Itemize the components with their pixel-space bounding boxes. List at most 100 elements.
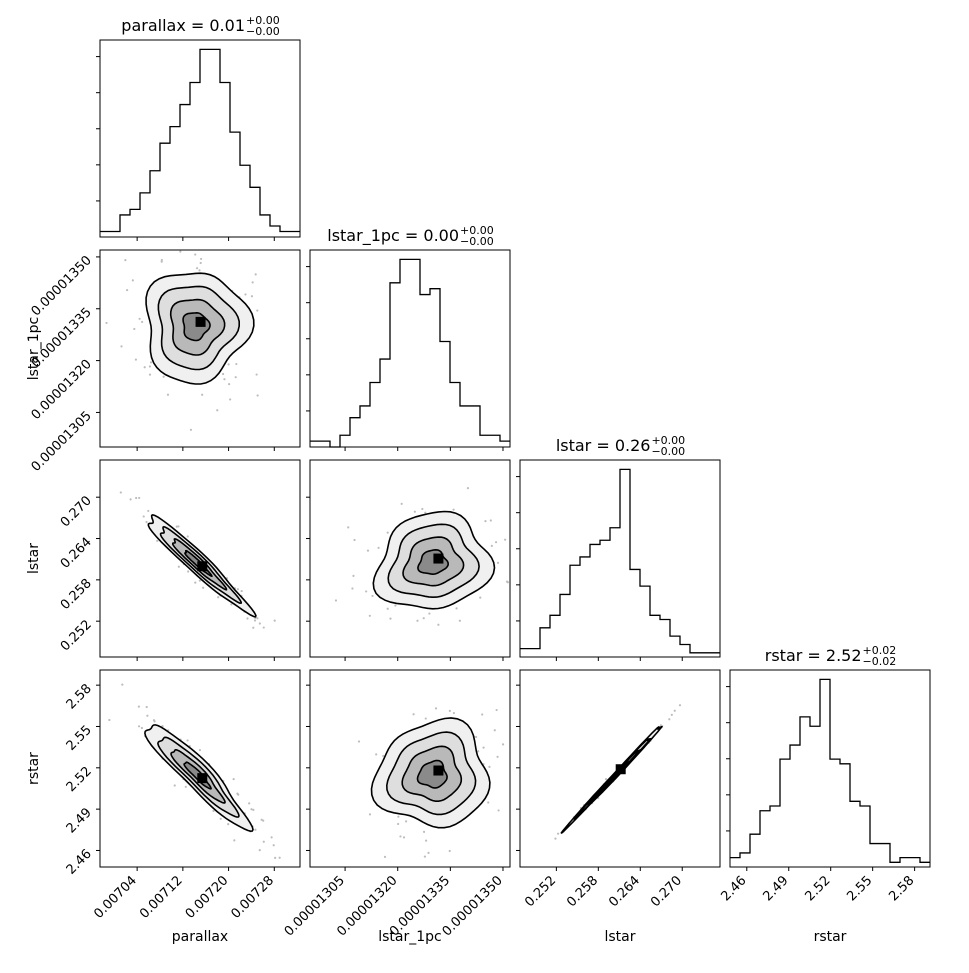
scatter-point bbox=[366, 549, 370, 552]
histogram-lstar_1pc-bin bbox=[500, 441, 510, 447]
histogram-parallax-bin bbox=[190, 82, 200, 237]
scatter-point bbox=[412, 713, 415, 716]
x-axis-label-rstar: rstar bbox=[814, 929, 847, 945]
scatter-point bbox=[135, 496, 138, 500]
histogram-lstar_1pc-bin bbox=[320, 441, 330, 447]
scatter-point bbox=[202, 586, 205, 589]
contour-line bbox=[387, 523, 480, 599]
scatter-point bbox=[422, 830, 426, 833]
histogram-rstar-bin bbox=[740, 853, 750, 867]
histogram-lstar-bin bbox=[530, 649, 540, 657]
scatter-point bbox=[221, 372, 225, 376]
histogram-parallax-bin bbox=[180, 105, 190, 237]
histogram-rstar-bin bbox=[800, 717, 810, 867]
scatter-point bbox=[198, 579, 201, 582]
histogram-rstar-bin bbox=[810, 726, 820, 867]
scatter-point bbox=[198, 749, 202, 752]
scatter-point bbox=[227, 823, 230, 826]
scatter-point bbox=[146, 714, 149, 717]
scatter-point bbox=[670, 713, 673, 716]
scatter-point bbox=[487, 801, 490, 804]
scatter-point bbox=[490, 544, 493, 547]
contour-line bbox=[147, 514, 257, 618]
scatter-point bbox=[375, 753, 378, 756]
scatter-point bbox=[256, 617, 259, 620]
histogram-lstar-bin bbox=[520, 649, 530, 657]
scatter-point bbox=[246, 617, 249, 620]
scatter-point bbox=[141, 320, 144, 324]
histogram-lstar-bin bbox=[590, 544, 600, 657]
scatter-point bbox=[219, 817, 222, 820]
histogram-lstar_1pc-bin bbox=[360, 406, 370, 447]
x-tick-label-rstar: 2.58 bbox=[886, 873, 917, 904]
scatter-point bbox=[121, 683, 124, 686]
density-peak bbox=[197, 773, 208, 784]
histogram-rstar-bin bbox=[770, 806, 780, 867]
scatter-point bbox=[678, 704, 682, 707]
histogram-parallax-bin bbox=[110, 231, 120, 237]
scatter-point bbox=[258, 848, 261, 852]
scatter-point bbox=[235, 362, 238, 366]
histogram-rstar-bin bbox=[870, 844, 880, 867]
histogram-lstar_1pc-bin bbox=[430, 289, 440, 447]
y-tick-label-lstar: 0.264 bbox=[58, 535, 95, 572]
histogram-lstar-bin bbox=[570, 565, 580, 657]
contour-line bbox=[372, 510, 496, 610]
histogram-frame-rstar bbox=[729, 669, 931, 868]
histogram-lstar_1pc-bin bbox=[420, 295, 430, 447]
scatter-point bbox=[240, 589, 243, 593]
x-tick-label-parallax: 0.00720 bbox=[183, 873, 232, 922]
histogram-lstar-bin bbox=[610, 528, 620, 657]
x-tick-label-rstar: 2.52 bbox=[802, 873, 833, 904]
histogram-lstar_1pc-bin bbox=[310, 441, 320, 447]
scatter-point bbox=[434, 707, 438, 710]
scatter-point bbox=[351, 587, 354, 590]
histogram-rstar-bin bbox=[820, 679, 830, 867]
y-tick-label-rstar: 2.55 bbox=[64, 723, 95, 754]
histogram-parallax-bin bbox=[140, 193, 150, 237]
scatter-point bbox=[416, 619, 419, 622]
scatter-point bbox=[244, 293, 247, 296]
histogram-lstar-bin bbox=[580, 557, 590, 657]
scatter-point bbox=[504, 538, 507, 541]
histogram-parallax-bin bbox=[250, 187, 260, 237]
histogram-lstar_1pc-bin bbox=[440, 341, 450, 447]
scatter-point bbox=[496, 561, 500, 564]
contour-line bbox=[416, 759, 448, 789]
histogram-parallax-bin bbox=[240, 165, 250, 237]
scatter-point bbox=[394, 604, 397, 607]
scatter-point bbox=[262, 626, 265, 629]
scatter-point bbox=[160, 258, 163, 262]
histogram-rstar-bin bbox=[840, 764, 850, 867]
scatter-point bbox=[147, 509, 150, 513]
scatter-point bbox=[230, 603, 233, 606]
density-peak bbox=[433, 765, 444, 776]
scatter-point bbox=[368, 813, 372, 816]
scatter-point bbox=[236, 792, 239, 795]
contour-line bbox=[145, 272, 255, 385]
panel-title-minus: −0.00 bbox=[651, 445, 685, 458]
scatter-point bbox=[161, 725, 164, 728]
contour-line bbox=[171, 537, 228, 591]
scatter-point bbox=[421, 507, 424, 511]
scatter-point bbox=[493, 729, 496, 732]
pair-panel-parallax-lstar_1pc bbox=[105, 250, 259, 431]
scatter-point bbox=[371, 594, 374, 598]
scatter-point bbox=[160, 260, 163, 263]
scatter-point bbox=[422, 617, 425, 620]
scatter-point bbox=[489, 519, 492, 522]
scatter-point bbox=[501, 743, 505, 746]
scatter-point bbox=[223, 378, 226, 381]
histogram-lstar-bin bbox=[660, 619, 670, 657]
scatter-point bbox=[233, 839, 236, 842]
histogram-frame-lstar bbox=[519, 459, 721, 658]
histogram-rstar-bin bbox=[790, 745, 800, 867]
scatter-point bbox=[477, 750, 480, 753]
scatter-point bbox=[252, 808, 255, 812]
scatter-point bbox=[368, 614, 371, 617]
scatter-point bbox=[424, 717, 427, 720]
x-tick-label-parallax: 0.00704 bbox=[91, 873, 140, 922]
scatter-point bbox=[142, 515, 145, 518]
scatter-point bbox=[382, 754, 385, 758]
scatter-point bbox=[347, 526, 350, 529]
